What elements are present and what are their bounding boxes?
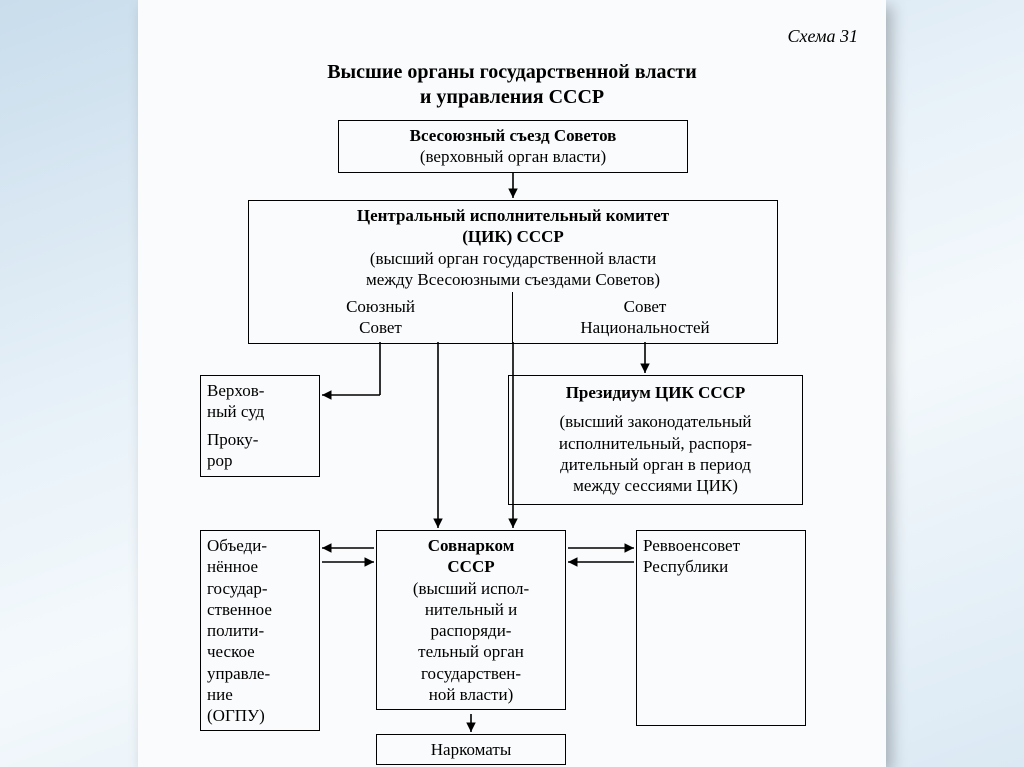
n6-l7: управле- bbox=[207, 664, 270, 683]
n7-s1: (высший испол- bbox=[413, 579, 529, 598]
node-narkomaty: Наркоматы bbox=[376, 734, 566, 765]
node-presidium: Президиум ЦИК СССР (высший законодательн… bbox=[508, 375, 803, 505]
n5-s3: дительный орган в период bbox=[560, 455, 751, 474]
n2-t2: (ЦИК) СССР bbox=[462, 227, 564, 246]
n5-title: Президиум ЦИК СССР bbox=[566, 383, 746, 402]
n2-s2: между Всесоюзными съездами Советов) bbox=[366, 270, 660, 289]
n5-s2: исполнительный, распоря- bbox=[559, 434, 752, 453]
n6-l1: Объеди- bbox=[207, 536, 267, 555]
n7-s5: государствен- bbox=[421, 664, 521, 683]
diagram-title: Высшие органы государственной власти и у… bbox=[138, 60, 886, 110]
node-supreme-court: Верхов- ный суд bbox=[200, 375, 320, 428]
n7-s6: ной власти) bbox=[429, 685, 514, 704]
n9-text: Наркоматы bbox=[431, 740, 512, 759]
node-cec: Центральный исполнительный комитет (ЦИК)… bbox=[248, 200, 778, 295]
n6-l5: полити- bbox=[207, 621, 264, 640]
n2b-l2: Национальностей bbox=[580, 318, 709, 337]
n8-l1: Реввоенсовет bbox=[643, 536, 740, 555]
n3-l1: Верхов- bbox=[207, 381, 264, 400]
n6-l4: ственное bbox=[207, 600, 272, 619]
n6-l8: ние bbox=[207, 685, 233, 704]
n7-t2: СССР bbox=[447, 557, 494, 576]
n4-l2: рор bbox=[207, 451, 233, 470]
n7-s3: распоряди- bbox=[431, 621, 512, 640]
n2a-l2: Совет bbox=[359, 318, 402, 337]
node-sovnarkom: Совнарком СССР (высший испол- нительный … bbox=[376, 530, 566, 710]
n1-title: Всесоюзный съезд Советов bbox=[410, 126, 617, 145]
n7-t1: Совнарком bbox=[428, 536, 515, 555]
n6-l6: ческое bbox=[207, 642, 255, 661]
n3-l2: ный суд bbox=[207, 402, 264, 421]
node-ogpu: Объеди- нённое государ- ственное полити-… bbox=[200, 530, 320, 731]
node-congress: Всесоюзный съезд Советов (верховный орга… bbox=[338, 120, 688, 173]
node-revvoensovet: Реввоенсовет Республики bbox=[636, 530, 806, 726]
n6-l9: (ОГПУ) bbox=[207, 706, 265, 725]
n2-s1: (высший орган государственной власти bbox=[370, 249, 656, 268]
n6-l2: нённое bbox=[207, 557, 258, 576]
n2-t1: Центральный исполнительный комитет bbox=[357, 206, 669, 225]
n2b-l1: Совет bbox=[624, 297, 667, 316]
diagram-sheet: Схема 31 Высшие органы государственной в… bbox=[138, 0, 886, 767]
n7-s2: нительный и bbox=[425, 600, 517, 619]
node-prosecutor: Проку- рор bbox=[200, 425, 320, 477]
scheme-number: Схема 31 bbox=[787, 26, 858, 47]
node-union-council: Союзный Совет bbox=[248, 292, 513, 344]
title-line-1: Высшие органы государственной власти bbox=[327, 61, 697, 83]
n5-s4: между сессиями ЦИК) bbox=[573, 476, 738, 495]
n5-s1: (высший законодательный bbox=[559, 412, 751, 431]
n2a-l1: Союзный bbox=[346, 297, 415, 316]
n1-sub: (верховный орган власти) bbox=[420, 147, 606, 166]
n8-l2: Республики bbox=[643, 557, 728, 576]
title-line-2: и управления СССР bbox=[420, 86, 604, 108]
node-nationalities-council: Совет Национальностей bbox=[513, 292, 778, 344]
n7-s4: тельный орган bbox=[418, 642, 524, 661]
n4-l1: Проку- bbox=[207, 430, 258, 449]
n6-l3: государ- bbox=[207, 579, 268, 598]
